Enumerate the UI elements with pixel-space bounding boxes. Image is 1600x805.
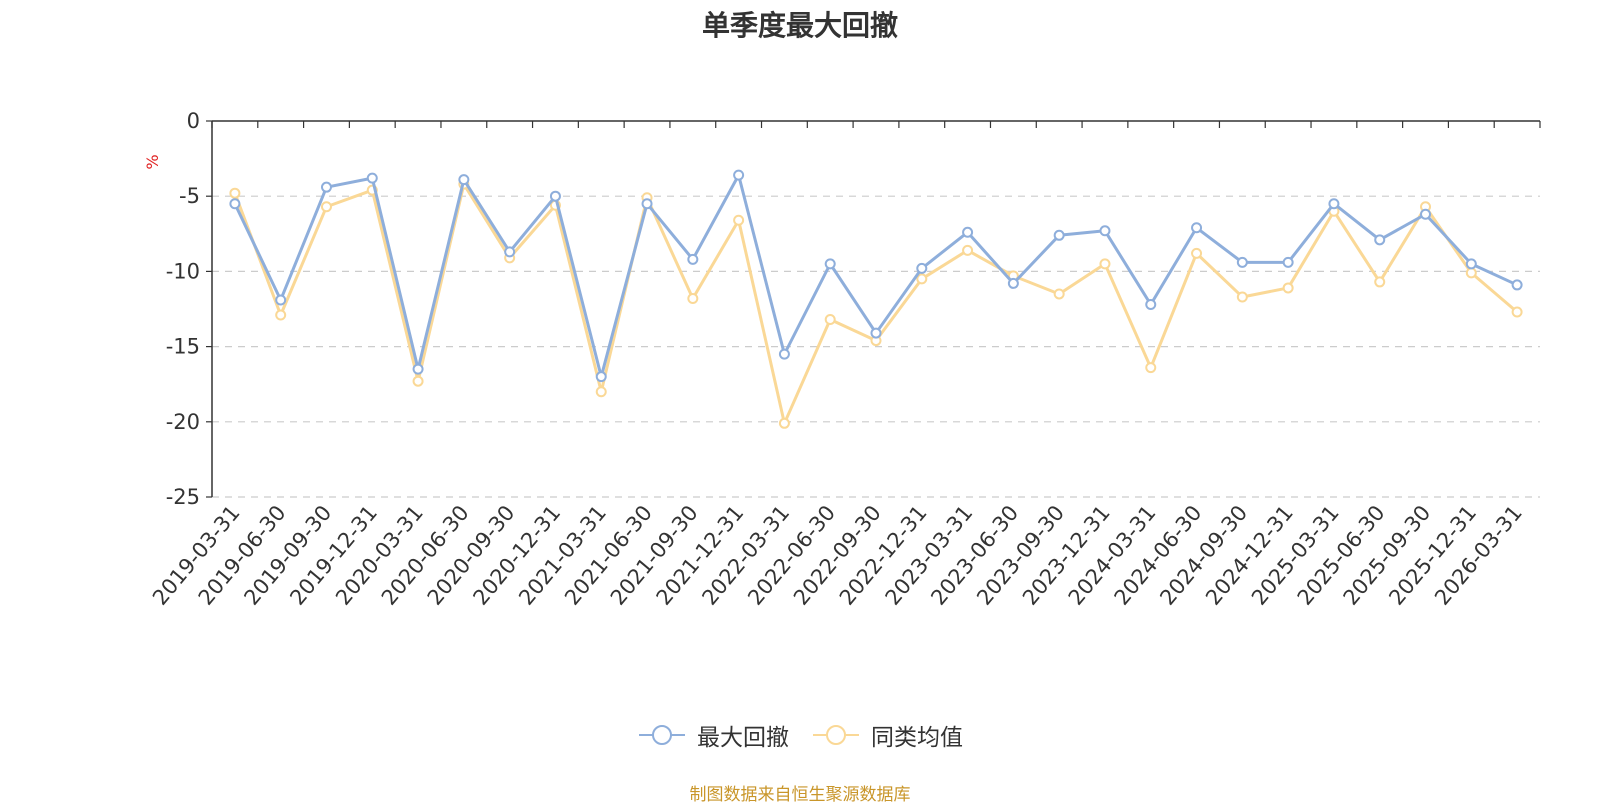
- y-tick-label: -5: [179, 184, 200, 208]
- y-tick-label: -20: [166, 410, 200, 434]
- data-point: [916, 273, 928, 285]
- data-point: [1145, 362, 1157, 374]
- grid-lines: [212, 195, 1540, 498]
- data-point: [1465, 258, 1477, 270]
- data-point: [1420, 208, 1432, 220]
- data-point: [733, 214, 745, 226]
- data-point: [1145, 298, 1157, 310]
- data-point: [458, 174, 470, 186]
- legend-item-peer-average[interactable]: 同类均值: [811, 718, 963, 752]
- data-point: [1511, 306, 1523, 318]
- data-point: [275, 309, 287, 321]
- data-point: [366, 172, 378, 184]
- data-point: [1511, 279, 1523, 291]
- data-point: [595, 386, 607, 398]
- data-point: [824, 314, 836, 326]
- data-point: [962, 244, 974, 256]
- data-point: [1465, 267, 1477, 279]
- series-lines: [229, 169, 1523, 429]
- data-point: [1191, 222, 1203, 234]
- data-point: [320, 201, 332, 213]
- legend: 最大回撤 同类均值: [0, 718, 1600, 752]
- data-point: [1099, 258, 1111, 270]
- data-point: [1236, 256, 1248, 268]
- legend-label: 最大回撤: [697, 725, 789, 751]
- data-point: [824, 258, 836, 270]
- data-point: [687, 253, 699, 265]
- data-point: [320, 181, 332, 193]
- tick-labels: 0-5-10-15-20-25%2019-03-312019-06-302019…: [143, 109, 1527, 610]
- data-point: [1328, 198, 1340, 210]
- data-point: [1007, 277, 1019, 289]
- y-tick-label: -15: [166, 335, 200, 359]
- series-line: [233, 182, 1519, 425]
- line-chart: 0-5-10-15-20-25%2019-03-312019-06-302019…: [143, 109, 1541, 610]
- data-point: [229, 198, 241, 210]
- data-point: [549, 190, 561, 202]
- data-point: [641, 198, 653, 210]
- legend-item-max-drawdown[interactable]: 最大回撤: [637, 718, 789, 752]
- data-point: [504, 246, 516, 258]
- data-point: [778, 348, 790, 360]
- data-point: [1053, 288, 1065, 300]
- data-point: [778, 417, 790, 429]
- data-point: [1282, 282, 1294, 294]
- data-point: [229, 187, 241, 199]
- data-source-note: 制图数据来自恒生聚源数据库: [689, 785, 911, 805]
- data-point: [275, 294, 287, 306]
- data-point: [1282, 256, 1294, 268]
- data-point: [687, 292, 699, 304]
- data-point: [962, 226, 974, 238]
- data-point: [733, 169, 745, 181]
- chart-title: 单季度最大回撤: [701, 9, 898, 42]
- y-tick-label: -10: [166, 259, 200, 283]
- data-point: [1374, 276, 1386, 288]
- y-tick-label: 0: [187, 109, 200, 133]
- data-point: [412, 375, 424, 387]
- data-point: [916, 262, 928, 274]
- legend-marker-icon: [639, 725, 685, 745]
- data-point: [1099, 225, 1111, 237]
- data-point: [1374, 234, 1386, 246]
- data-point: [1236, 291, 1248, 303]
- data-point: [595, 371, 607, 383]
- data-point: [870, 327, 882, 339]
- data-point: [1191, 247, 1203, 259]
- data-point: [1053, 229, 1065, 241]
- legend-label: 同类均值: [871, 725, 963, 751]
- legend-marker-icon: [813, 725, 859, 745]
- y-axis-unit-label: %: [143, 154, 162, 169]
- data-point: [412, 363, 424, 375]
- y-tick-label: -25: [166, 485, 200, 509]
- axes: [206, 120, 1541, 498]
